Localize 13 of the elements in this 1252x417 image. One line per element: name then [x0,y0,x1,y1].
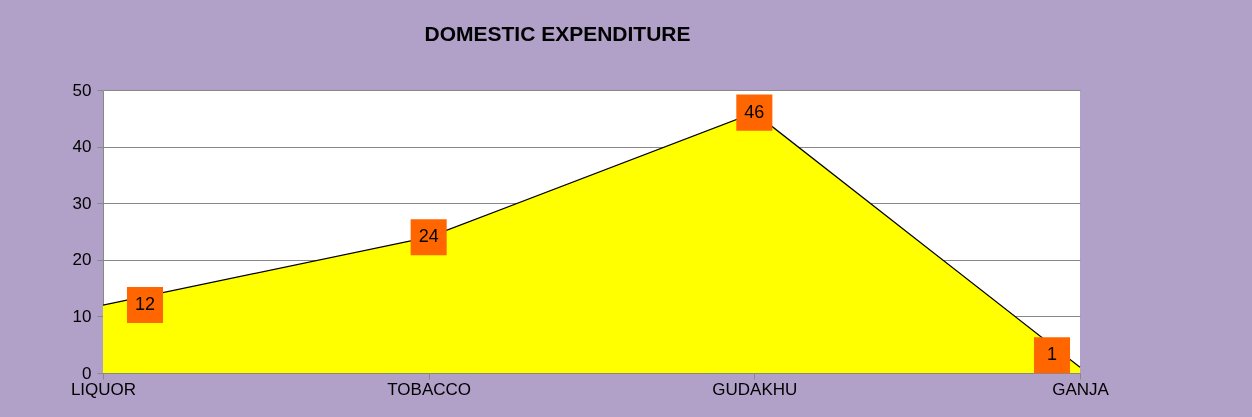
y-tick-label: 30 [72,193,92,213]
y-tick-label: 10 [72,306,92,326]
data-label: 1 [1046,344,1058,365]
data-label: 46 [744,101,765,122]
x-tick-label: TOBACCO [387,379,472,399]
data-label: 24 [418,226,439,247]
x-tick-label: GANJA [1052,379,1110,399]
chart-title: DOMESTIC EXPENDITURE [424,22,691,45]
y-tick-label: 20 [72,250,92,270]
data-label: 12 [134,294,156,315]
x-tick-label: GUDAKHU [712,379,798,399]
y-tick-label: 50 [72,80,92,100]
y-tick-label: 40 [72,137,92,157]
